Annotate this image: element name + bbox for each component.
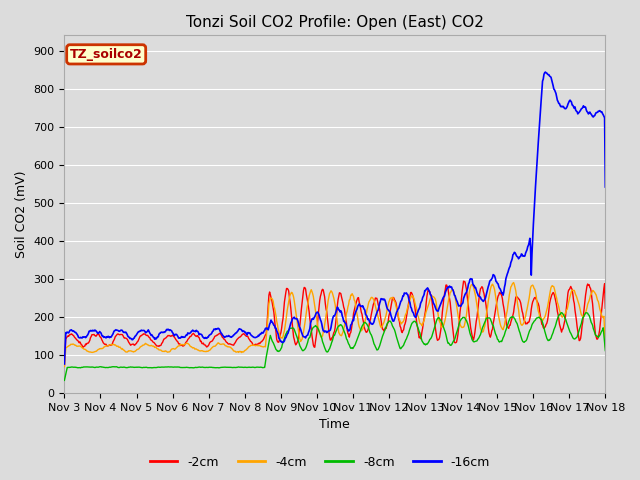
Text: TZ_soilco2: TZ_soilco2 [70,48,143,61]
Legend: -2cm, -4cm, -8cm, -16cm: -2cm, -4cm, -8cm, -16cm [145,451,495,474]
Y-axis label: Soil CO2 (mV): Soil CO2 (mV) [15,170,28,258]
Title: Tonzi Soil CO2 Profile: Open (East) CO2: Tonzi Soil CO2 Profile: Open (East) CO2 [186,15,484,30]
X-axis label: Time: Time [319,419,350,432]
